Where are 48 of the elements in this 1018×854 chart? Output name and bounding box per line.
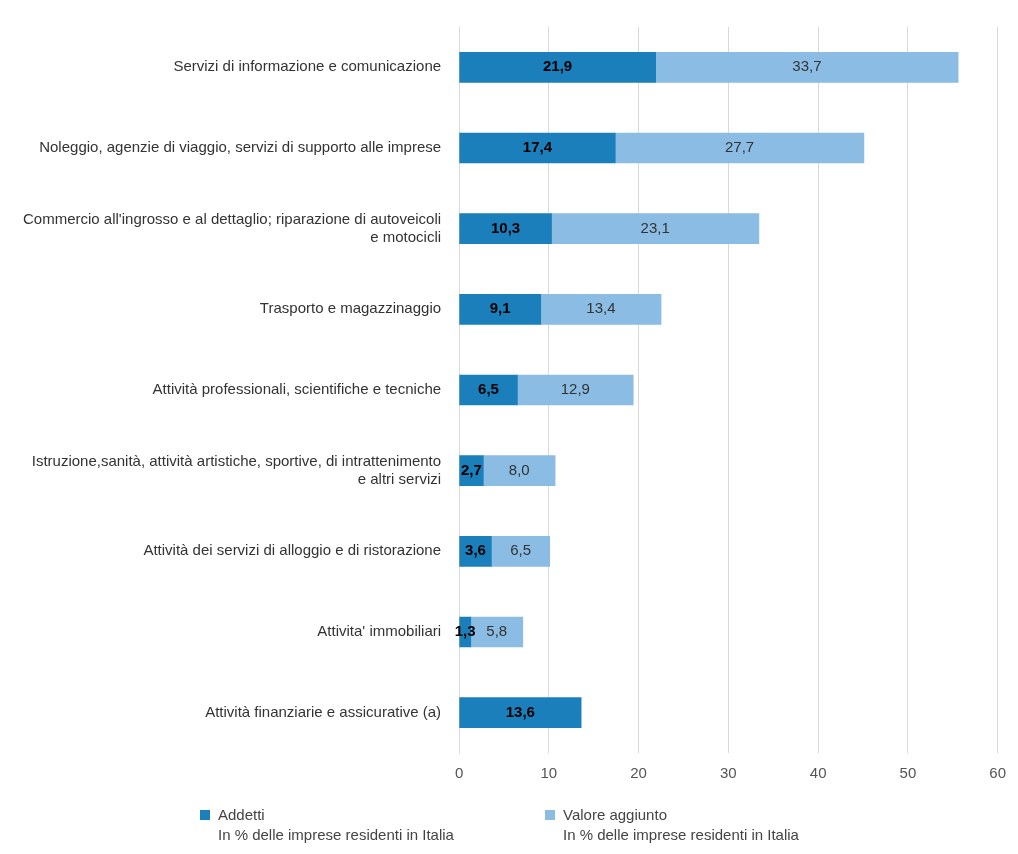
bar (540, 294, 662, 325)
y-tick-label: Noleggio, agenzie di viaggio, servizi di supporto alle imprese (39, 138, 442, 156)
x-tick-label: 30 (720, 764, 737, 782)
data-label: 33,7 (792, 57, 822, 75)
data-label: 17,4 (522, 138, 553, 156)
bar (551, 213, 760, 244)
y-tick-label: Attività professionali, scientifiche e tecniche (152, 380, 442, 398)
data-label: 27,7 (724, 138, 755, 156)
y-tick-label: Istruzione,sanità, attività artistiche, sportive, di intrattenimento e altri servizi (31, 451, 442, 487)
data-label: 6,5 (478, 380, 499, 398)
x-tick-label: 10 (540, 764, 558, 782)
data-label: 23,1 (640, 218, 670, 236)
bar (459, 697, 582, 728)
legend-label: Addetti (218, 806, 265, 823)
x-tick-label: 20 (630, 764, 647, 782)
data-label: 3,6 (465, 541, 486, 559)
x-tick-label: 0 (454, 764, 464, 782)
data-label: 6,5 (510, 541, 531, 559)
data-label: 2,7 (461, 460, 482, 478)
bar (517, 374, 634, 406)
data-label: 10,3 (490, 218, 521, 236)
x-tick-label: 40 (809, 764, 827, 782)
y-tick-label: Attività finanziarie e assicurative (a) (205, 702, 442, 720)
text: In % delle imprese residenti in Italia (563, 826, 800, 843)
bar (459, 294, 542, 325)
text: In % delle imprese residenti in Italia (218, 826, 455, 843)
y-tick-label: Attività dei servizi di alloggio e di ristorazione (143, 541, 442, 559)
legend-label: Valore aggiunto (563, 806, 667, 823)
data-label: 12,9 (560, 380, 590, 398)
x-tick-label: 50 (899, 764, 917, 782)
data-label: 5,8 (486, 622, 508, 640)
data-label: 13,6 (505, 702, 535, 720)
data-label: 13,4 (586, 299, 616, 317)
bar (459, 132, 616, 164)
y-tick-label: Servizi di informazione e comunicazione (173, 57, 442, 75)
data-label: 8,0 (508, 460, 530, 478)
bar (614, 132, 865, 164)
y-tick-label: Commercio all'ingrosso e al dettaglio; riparazione di autoveicoli e motocicli (23, 209, 442, 245)
data-label: 21,9 (543, 57, 573, 75)
x-tick-label: 60 (989, 764, 1006, 782)
y-tick-label: Trasporto e magazzinaggio (259, 299, 442, 317)
bar (655, 52, 959, 83)
data-label: 9,1 (489, 299, 511, 317)
bar (482, 455, 556, 486)
bar (459, 52, 656, 83)
y-tick-label: Attivita' immobiliari (317, 622, 442, 640)
bar (459, 213, 552, 244)
bar (491, 536, 551, 567)
